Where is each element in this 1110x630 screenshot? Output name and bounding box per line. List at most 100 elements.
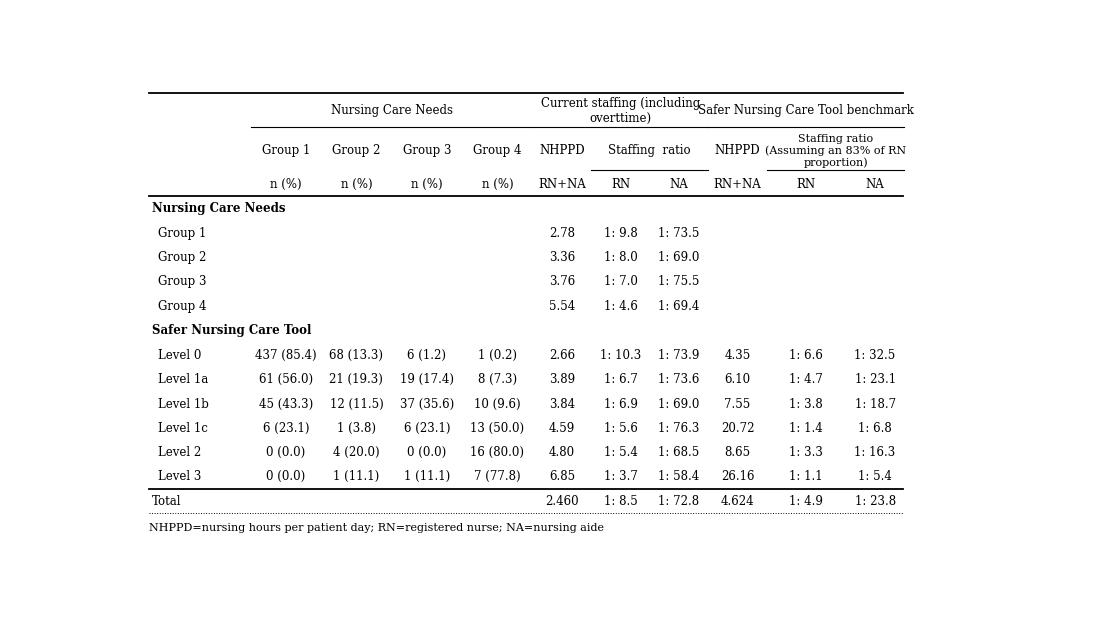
Text: n (%): n (%) — [411, 178, 443, 191]
Text: 6.85: 6.85 — [549, 470, 575, 483]
Text: Total: Total — [152, 495, 181, 508]
Text: 3.84: 3.84 — [549, 398, 575, 411]
Text: 1: 73.5: 1: 73.5 — [658, 227, 699, 240]
Text: Current staffing (including
overttime): Current staffing (including overttime) — [541, 97, 700, 125]
Text: 1: 73.9: 1: 73.9 — [658, 349, 699, 362]
Text: 4.624: 4.624 — [720, 495, 755, 508]
Text: NHPPD: NHPPD — [539, 144, 585, 158]
Text: NHPPD: NHPPD — [715, 144, 760, 158]
Text: 3.89: 3.89 — [549, 373, 575, 386]
Text: Group 2: Group 2 — [332, 144, 381, 158]
Text: RN: RN — [797, 178, 816, 191]
Text: 16 (80.0): 16 (80.0) — [471, 446, 524, 459]
Text: 1: 6.7: 1: 6.7 — [604, 373, 637, 386]
Text: Group 3: Group 3 — [158, 275, 206, 289]
Text: 1: 4.9: 1: 4.9 — [789, 495, 824, 508]
Text: 1: 58.4: 1: 58.4 — [658, 470, 699, 483]
Text: Level 2: Level 2 — [158, 446, 201, 459]
Text: n (%): n (%) — [270, 178, 302, 191]
Text: 1: 75.5: 1: 75.5 — [658, 275, 699, 289]
Text: 1: 73.6: 1: 73.6 — [658, 373, 699, 386]
Text: 1: 69.0: 1: 69.0 — [658, 251, 699, 264]
Text: 37 (35.6): 37 (35.6) — [400, 398, 454, 411]
Text: 1 (11.1): 1 (11.1) — [333, 470, 380, 483]
Text: 0 (0.0): 0 (0.0) — [266, 470, 305, 483]
Text: RN+NA: RN+NA — [714, 178, 761, 191]
Text: 10 (9.6): 10 (9.6) — [474, 398, 521, 411]
Text: 13 (50.0): 13 (50.0) — [471, 421, 525, 435]
Text: 1: 23.8: 1: 23.8 — [855, 495, 896, 508]
Text: Group 3: Group 3 — [403, 144, 451, 158]
Text: 68 (13.3): 68 (13.3) — [330, 349, 383, 362]
Text: 0 (0.0): 0 (0.0) — [407, 446, 446, 459]
Text: 1: 1.4: 1: 1.4 — [789, 421, 824, 435]
Text: 7 (77.8): 7 (77.8) — [474, 470, 521, 483]
Text: 1: 5.4: 1: 5.4 — [858, 470, 892, 483]
Text: 1: 32.5: 1: 32.5 — [855, 349, 896, 362]
Text: 1: 72.8: 1: 72.8 — [658, 495, 699, 508]
Text: 6 (23.1): 6 (23.1) — [263, 421, 309, 435]
Text: NA: NA — [866, 178, 885, 191]
Text: 20.72: 20.72 — [720, 421, 754, 435]
Text: 26.16: 26.16 — [720, 470, 754, 483]
Text: 1: 4.7: 1: 4.7 — [789, 373, 824, 386]
Text: 1: 9.8: 1: 9.8 — [604, 227, 637, 240]
Text: NHPPD=nursing hours per patient day; RN=registered nurse; NA=nursing aide: NHPPD=nursing hours per patient day; RN=… — [149, 523, 604, 533]
Text: Staffing  ratio: Staffing ratio — [608, 144, 692, 158]
Text: 1: 4.6: 1: 4.6 — [604, 299, 637, 312]
Text: 1: 10.3: 1: 10.3 — [599, 349, 642, 362]
Text: Level 0: Level 0 — [158, 349, 201, 362]
Text: 4.35: 4.35 — [725, 349, 750, 362]
Text: 1 (11.1): 1 (11.1) — [404, 470, 450, 483]
Text: 7.55: 7.55 — [725, 398, 750, 411]
Text: 3.36: 3.36 — [548, 251, 575, 264]
Text: Safer Nursing Care Tool benchmark: Safer Nursing Care Tool benchmark — [698, 105, 915, 117]
Text: 6.10: 6.10 — [725, 373, 750, 386]
Text: 4.59: 4.59 — [548, 421, 575, 435]
Text: 1: 7.0: 1: 7.0 — [604, 275, 637, 289]
Text: NA: NA — [669, 178, 688, 191]
Text: 1 (0.2): 1 (0.2) — [478, 349, 517, 362]
Text: 0 (0.0): 0 (0.0) — [266, 446, 305, 459]
Text: 6 (1.2): 6 (1.2) — [407, 349, 446, 362]
Text: 8 (7.3): 8 (7.3) — [478, 373, 517, 386]
Text: 1: 3.3: 1: 3.3 — [789, 446, 824, 459]
Text: 1: 18.7: 1: 18.7 — [855, 398, 896, 411]
Text: 1 (3.8): 1 (3.8) — [337, 421, 376, 435]
Text: Nursing Care Needs: Nursing Care Needs — [331, 105, 453, 117]
Text: 1: 69.0: 1: 69.0 — [658, 398, 699, 411]
Text: 3.76: 3.76 — [548, 275, 575, 289]
Text: 1: 6.6: 1: 6.6 — [789, 349, 824, 362]
Text: RN: RN — [610, 178, 630, 191]
Text: Group 4: Group 4 — [158, 299, 206, 312]
Text: 45 (43.3): 45 (43.3) — [259, 398, 313, 411]
Text: 2.460: 2.460 — [545, 495, 578, 508]
Text: 61 (56.0): 61 (56.0) — [259, 373, 313, 386]
Text: 19 (17.4): 19 (17.4) — [400, 373, 454, 386]
Text: 1: 5.6: 1: 5.6 — [604, 421, 637, 435]
Text: Staffing ratio
(Assuming an 83% of RN
proportion): Staffing ratio (Assuming an 83% of RN pr… — [765, 134, 906, 168]
Text: 1: 1.1: 1: 1.1 — [789, 470, 824, 483]
Text: Group 1: Group 1 — [158, 227, 206, 240]
Text: 1: 68.5: 1: 68.5 — [658, 446, 699, 459]
Text: Level 3: Level 3 — [158, 470, 201, 483]
Text: n (%): n (%) — [341, 178, 372, 191]
Text: Nursing Care Needs: Nursing Care Needs — [152, 202, 285, 215]
Text: 1: 6.8: 1: 6.8 — [858, 421, 892, 435]
Text: 1: 3.8: 1: 3.8 — [789, 398, 824, 411]
Text: Level 1c: Level 1c — [158, 421, 208, 435]
Text: Group 2: Group 2 — [158, 251, 206, 264]
Text: Group 4: Group 4 — [473, 144, 522, 158]
Text: RN+NA: RN+NA — [538, 178, 586, 191]
Text: 1: 8.0: 1: 8.0 — [604, 251, 637, 264]
Text: 1: 16.3: 1: 16.3 — [855, 446, 896, 459]
Text: Group 1: Group 1 — [262, 144, 310, 158]
Text: 1: 76.3: 1: 76.3 — [658, 421, 699, 435]
Text: 1: 69.4: 1: 69.4 — [658, 299, 699, 312]
Text: 4 (20.0): 4 (20.0) — [333, 446, 380, 459]
Text: 21 (19.3): 21 (19.3) — [330, 373, 383, 386]
Text: 2.78: 2.78 — [549, 227, 575, 240]
Text: 437 (85.4): 437 (85.4) — [255, 349, 316, 362]
Text: 4.80: 4.80 — [549, 446, 575, 459]
Text: n (%): n (%) — [482, 178, 513, 191]
